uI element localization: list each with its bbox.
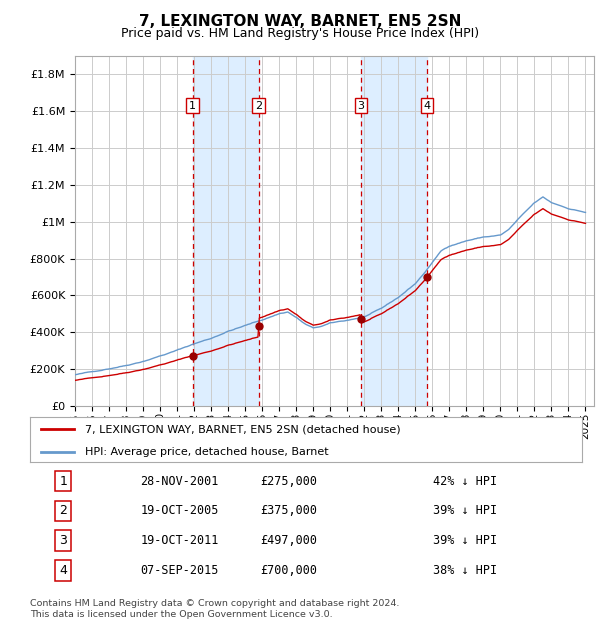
Bar — [361, 56, 427, 406]
Text: 7, LEXINGTON WAY, BARNET, EN5 2SN: 7, LEXINGTON WAY, BARNET, EN5 2SN — [139, 14, 461, 29]
Text: 07-SEP-2015: 07-SEP-2015 — [140, 564, 219, 577]
Text: 1: 1 — [189, 100, 196, 110]
Text: 7, LEXINGTON WAY, BARNET, EN5 2SN (detached house): 7, LEXINGTON WAY, BARNET, EN5 2SN (detac… — [85, 424, 401, 435]
Text: 1: 1 — [59, 475, 67, 487]
Bar — [193, 56, 259, 406]
Text: £700,000: £700,000 — [260, 564, 317, 577]
Text: 39% ↓ HPI: 39% ↓ HPI — [433, 505, 497, 517]
Text: Contains HM Land Registry data © Crown copyright and database right 2024.
This d: Contains HM Land Registry data © Crown c… — [30, 600, 400, 619]
Text: 28-NOV-2001: 28-NOV-2001 — [140, 475, 219, 487]
Text: 2: 2 — [255, 100, 262, 110]
Text: £275,000: £275,000 — [260, 475, 317, 487]
Text: 19-OCT-2005: 19-OCT-2005 — [140, 505, 219, 517]
Text: 2: 2 — [59, 505, 67, 517]
Text: £497,000: £497,000 — [260, 534, 317, 547]
Text: 3: 3 — [59, 534, 67, 547]
Text: £375,000: £375,000 — [260, 505, 317, 517]
Text: 4: 4 — [59, 564, 67, 577]
Text: 4: 4 — [424, 100, 431, 110]
Text: 42% ↓ HPI: 42% ↓ HPI — [433, 475, 497, 487]
Text: Price paid vs. HM Land Registry's House Price Index (HPI): Price paid vs. HM Land Registry's House … — [121, 27, 479, 40]
Text: 39% ↓ HPI: 39% ↓ HPI — [433, 534, 497, 547]
Text: 19-OCT-2011: 19-OCT-2011 — [140, 534, 219, 547]
Text: HPI: Average price, detached house, Barnet: HPI: Average price, detached house, Barn… — [85, 446, 329, 457]
Text: 38% ↓ HPI: 38% ↓ HPI — [433, 564, 497, 577]
Text: 3: 3 — [358, 100, 364, 110]
